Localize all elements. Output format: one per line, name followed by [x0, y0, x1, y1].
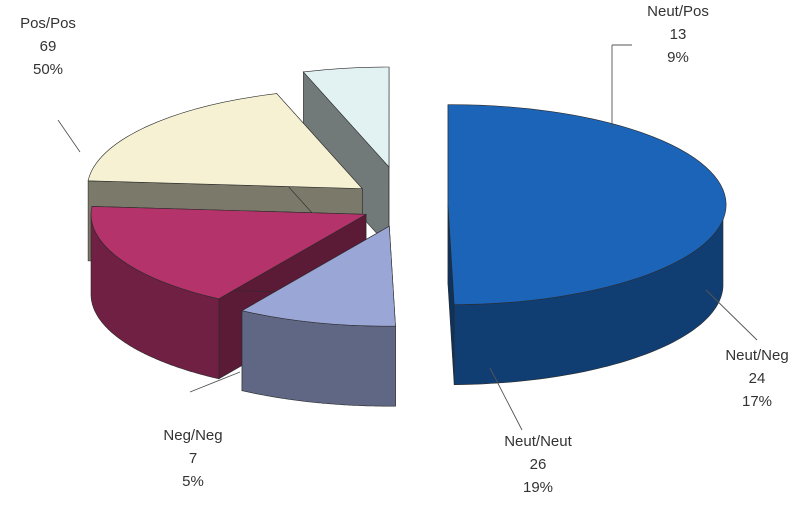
slice-name: Neut/Neg — [725, 347, 788, 364]
data-label-pos-pos: Pos/Pos 69 50% — [20, 15, 81, 153]
leader-line — [705, 289, 758, 341]
slice-percent: 5% — [182, 473, 204, 490]
slice-neg-neg — [302, 66, 390, 248]
slice-top — [447, 104, 727, 306]
data-label-neg-neg: Neg/Neg 7 5% — [163, 371, 241, 490]
slice-top — [87, 93, 363, 189]
slice-name: Pos/Pos — [20, 15, 76, 32]
slice-name: Neg/Neg — [163, 427, 222, 444]
slice-value: 24 — [749, 370, 766, 387]
slice-percent: 9% — [667, 49, 689, 66]
labels-layer: Pos/Pos6950%Neut/Pos139%Neut/Neg2417%Neu… — [20, 3, 789, 496]
slice-value: 13 — [670, 26, 687, 43]
slice-value: 26 — [530, 456, 547, 473]
slice-top — [302, 66, 390, 168]
slices-layer — [87, 66, 727, 407]
slice-percent: 19% — [523, 479, 553, 496]
leader-line — [489, 367, 523, 431]
slice-percent: 17% — [742, 393, 772, 410]
slice-value: 7 — [189, 450, 197, 467]
slice-percent: 50% — [33, 61, 63, 78]
data-label-neut-neut: Neut/Neut 26 19% — [489, 367, 573, 496]
slice-name: Neut/Pos — [647, 3, 709, 20]
data-label-neut-neg: Neut/Neg 24 17% — [705, 289, 789, 410]
slice-top — [241, 225, 396, 327]
slice-value: 69 — [40, 38, 57, 55]
slice-name: Neut/Neut — [504, 433, 572, 450]
data-label-neut-pos: Neut/Pos 13 9% — [611, 3, 709, 128]
slice-pos-pos — [447, 104, 727, 386]
leader-line — [189, 371, 241, 393]
slice-top — [90, 206, 368, 300]
slice-neut-pos — [241, 225, 396, 407]
leader-line — [57, 119, 81, 153]
